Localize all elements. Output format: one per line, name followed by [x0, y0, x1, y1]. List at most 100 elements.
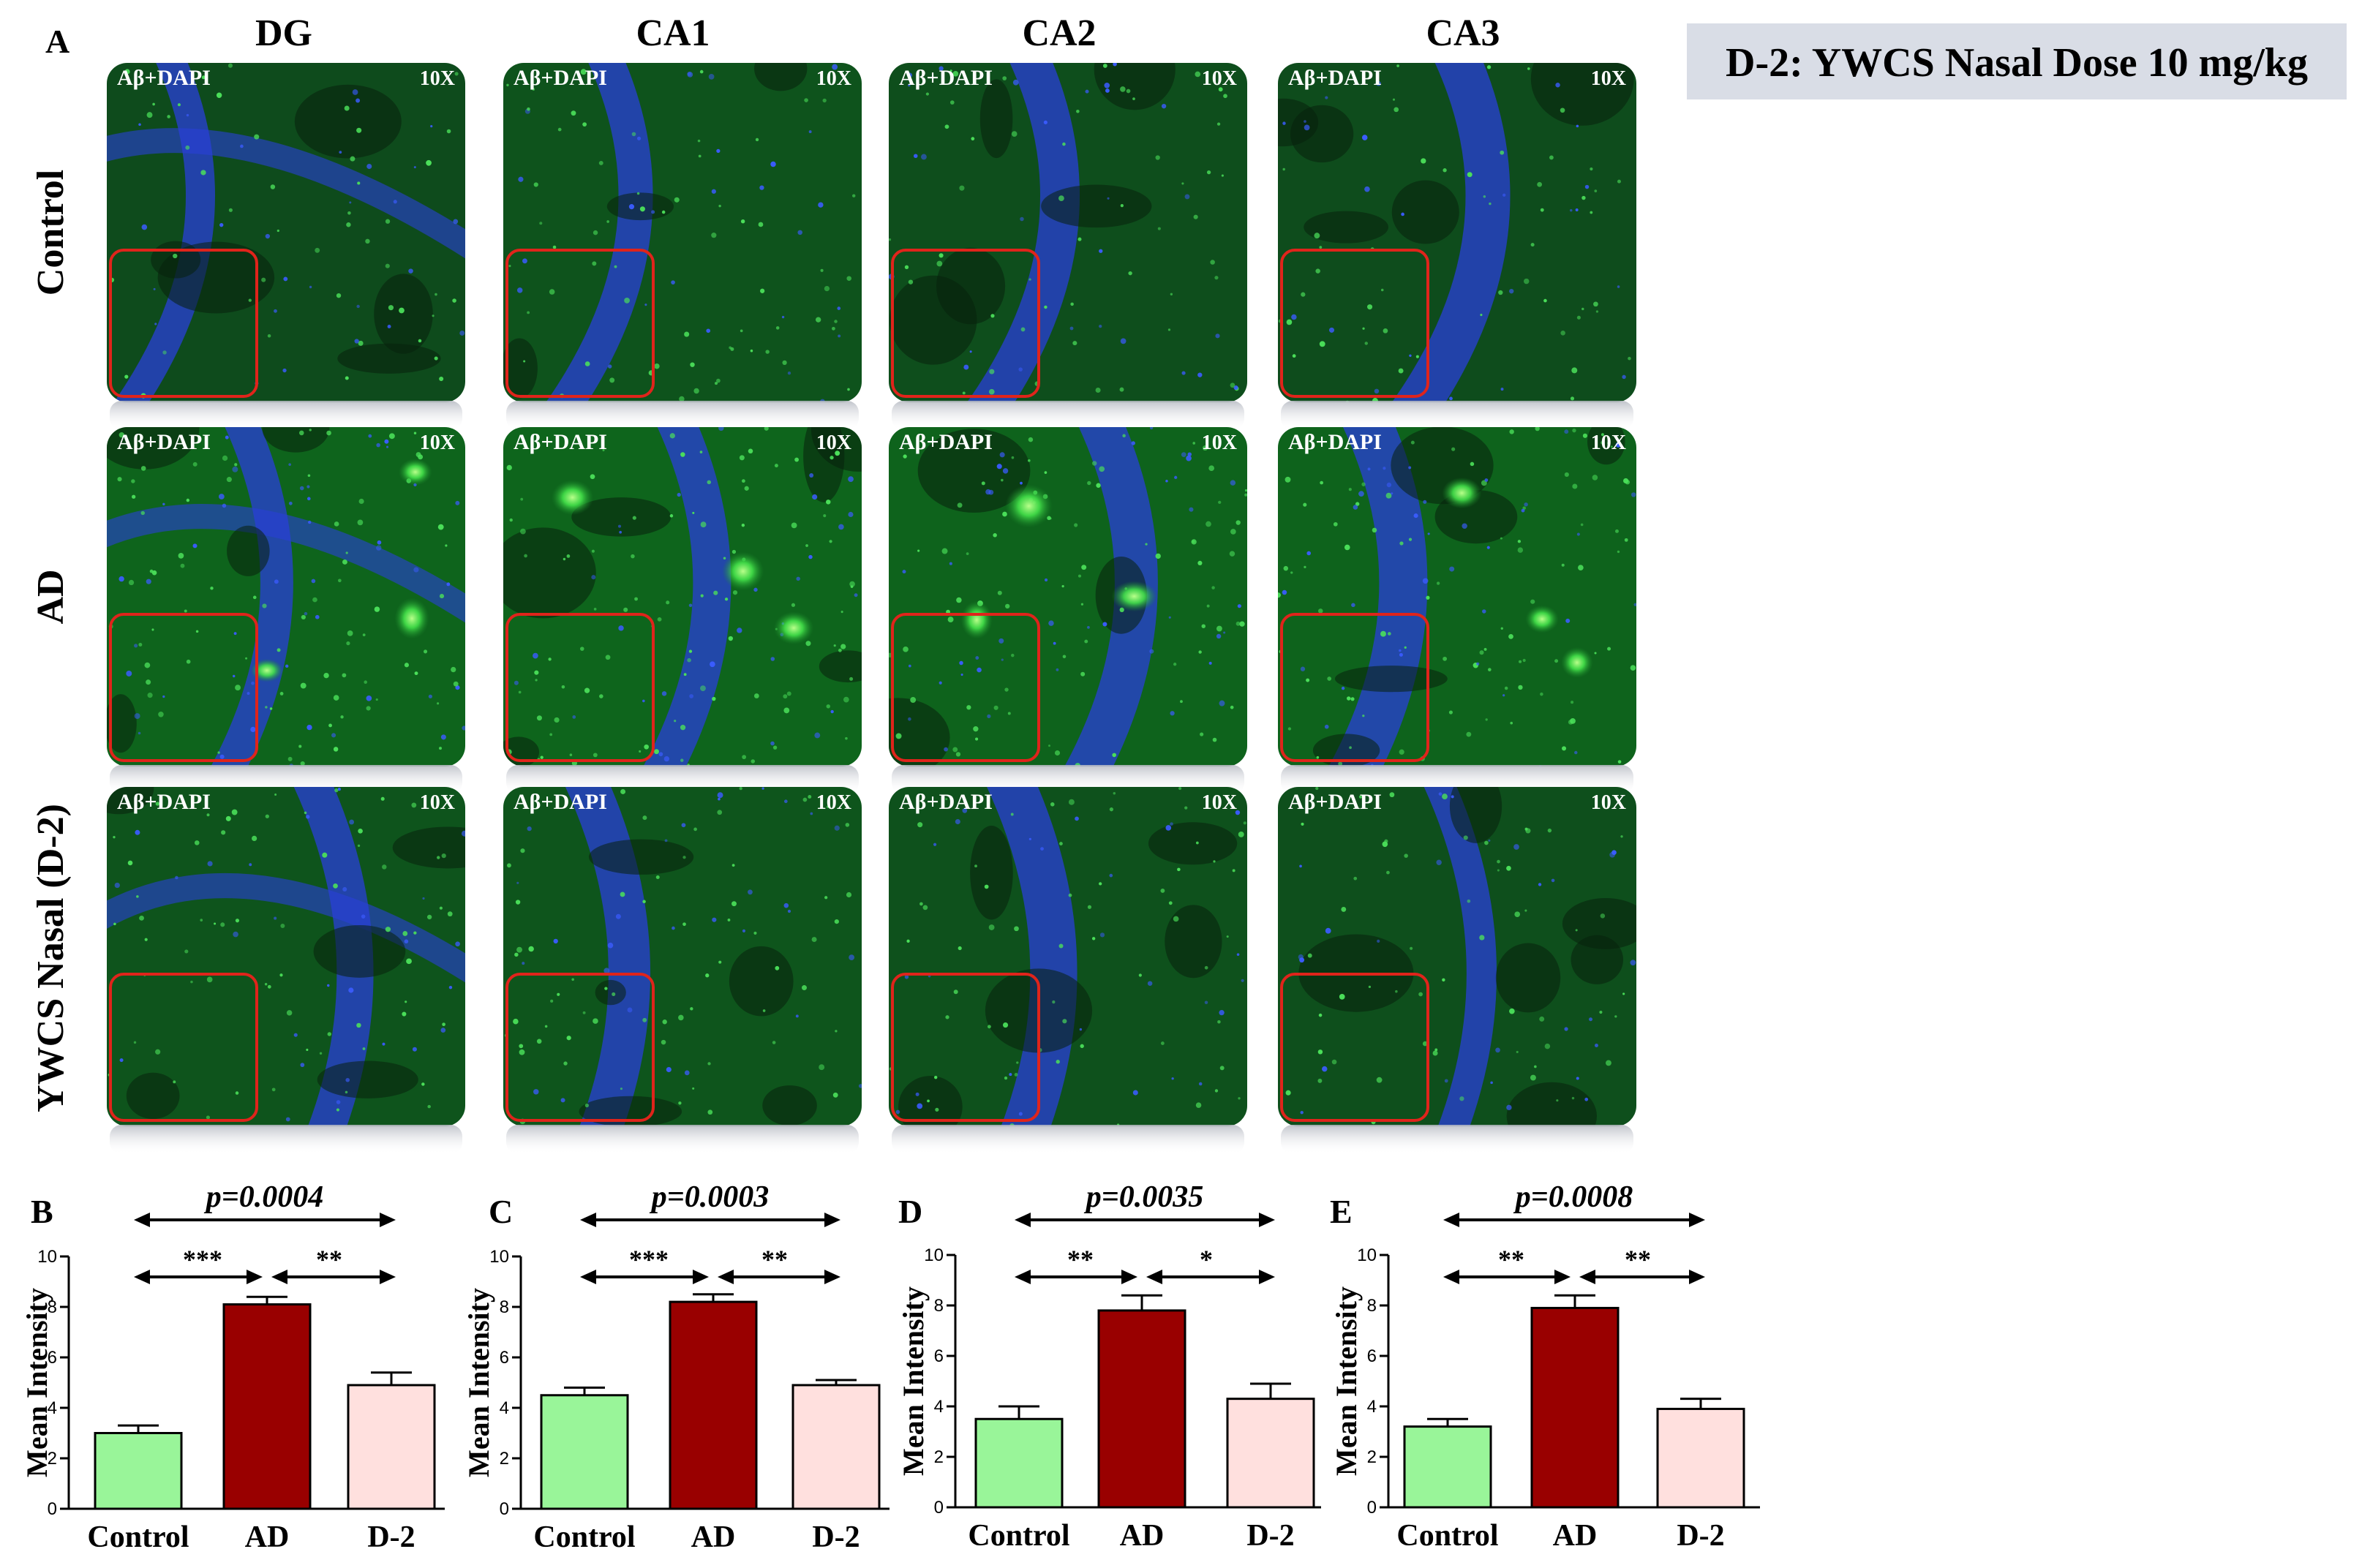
bar-d2	[347, 1384, 436, 1510]
significance-arrow-control-ad	[1015, 1270, 1137, 1284]
significance-arrow-control-ad	[580, 1270, 709, 1284]
column-header-ca2: CA2	[1022, 12, 1096, 54]
image-reflection	[110, 401, 462, 430]
inset-zoom-box	[109, 613, 258, 762]
image-reflection	[506, 401, 859, 430]
dose-banner: D-2: YWCS Nasal Dose 10 mg/kg	[1687, 23, 2347, 99]
stain-label: Aβ+DAPI	[117, 790, 211, 814]
stain-label: Aβ+DAPI	[899, 430, 993, 454]
y-tick-label: 6	[1367, 1346, 1377, 1366]
chart-panel-e: E 0 2 4 6 8 10 Mean Intensity Control AD D-2 p=0.00…	[1330, 1180, 1760, 1553]
bar-d2	[791, 1384, 881, 1510]
y-tick-label: 8	[934, 1296, 944, 1316]
bar-ad	[1097, 1309, 1186, 1509]
column-header-ca3: CA3	[1426, 12, 1500, 54]
category-label-ad: AD	[691, 1520, 736, 1554]
micrograph-ad-ca1: Aβ+DAPI 10X	[503, 427, 862, 794]
bar-ad	[669, 1300, 758, 1510]
bar-control	[1403, 1425, 1492, 1509]
inset-zoom-box	[505, 613, 655, 762]
category-label-ad: AD	[1553, 1519, 1598, 1553]
y-tick-label: 8	[1367, 1296, 1377, 1316]
dose-banner-text: D-2: YWCS Nasal Dose 10 mg/kg	[1726, 40, 2308, 86]
significance-arrow-ad-d2	[718, 1270, 840, 1284]
significance-arrow-control-d2	[1443, 1213, 1705, 1227]
y-tick-label: 2	[500, 1449, 509, 1469]
significance-label-right: **	[1625, 1245, 1651, 1274]
image-reflection	[892, 401, 1244, 430]
stain-label: Aβ+DAPI	[514, 790, 607, 814]
micrograph-ad-ca3: Aβ+DAPI 10X	[1278, 427, 1636, 794]
significance-arrow-control-d2	[1015, 1213, 1275, 1227]
inset-zoom-box	[1280, 613, 1429, 762]
micrograph-ad-ca2: Aβ+DAPI 10X	[889, 427, 1247, 794]
category-label-control: Control	[1396, 1519, 1498, 1553]
column-header-ca1: CA1	[636, 12, 710, 54]
magnification-label: 10X	[1202, 791, 1237, 814]
category-label-d2: D-2	[1246, 1519, 1294, 1553]
significance-label-left: ***	[183, 1245, 222, 1274]
chart-panel-b: B 0 2 4 6 8 10 Mean Intensity Control AD D-2 p=0.00…	[20, 1180, 445, 1554]
micrograph-ywcs-nasal-dg: Aβ+DAPI 10X	[107, 787, 465, 1154]
stain-label: Aβ+DAPI	[1288, 790, 1382, 814]
y-tick-label: 6	[500, 1348, 509, 1368]
y-axis-label: Mean Intensity	[462, 1288, 495, 1477]
y-tick-label: 4	[48, 1398, 57, 1418]
inset-zoom-box	[891, 249, 1040, 398]
row-headers: Control AD YWCS Nasal (D-2)	[30, 170, 72, 1112]
stain-label: Aβ+DAPI	[1288, 66, 1382, 90]
y-tick-label: 2	[1367, 1447, 1377, 1467]
y-tick-label: 4	[1367, 1397, 1377, 1417]
magnification-label: 10X	[1591, 431, 1626, 454]
magnification-label: 10X	[1591, 67, 1626, 90]
y-tick-label: 8	[500, 1297, 509, 1317]
magnification-label: 10X	[420, 67, 455, 90]
bar-charts: B 0 2 4 6 8 10 Mean Intensity Control AD D-2 p=0.00…	[20, 1180, 1760, 1554]
image-reflection	[1281, 401, 1633, 430]
y-axis-label: Mean Intensity	[20, 1288, 53, 1477]
significance-arrow-control-d2	[580, 1213, 840, 1227]
significance-arrow-ad-d2	[1579, 1270, 1705, 1284]
bar-control	[540, 1394, 629, 1510]
image-reflection	[506, 1125, 859, 1154]
panel-a-label: A	[45, 23, 69, 60]
column-header-dg: DG	[255, 12, 312, 54]
y-tick-label: 10	[1357, 1245, 1377, 1265]
inset-zoom-box	[109, 973, 258, 1122]
magnification-label: 10X	[816, 67, 851, 90]
micrograph-control-ca1: Aβ+DAPI 10X	[503, 63, 862, 430]
category-label-control: Control	[968, 1519, 1069, 1553]
magnification-label: 10X	[816, 791, 851, 814]
y-tick-label: 6	[48, 1348, 57, 1368]
panel-letter: E	[1330, 1193, 1353, 1230]
inset-zoom-box	[505, 973, 655, 1122]
row-header-control: Control	[30, 170, 72, 295]
inset-zoom-box	[505, 249, 655, 398]
p-value-label: p=0.0035	[1084, 1180, 1203, 1214]
category-label-control: Control	[533, 1520, 635, 1554]
category-label-d2: D-2	[367, 1520, 415, 1554]
y-tick-label: 0	[500, 1499, 509, 1519]
significance-arrow-ad-d2	[271, 1270, 396, 1284]
image-reflection	[110, 1125, 462, 1154]
stain-label: Aβ+DAPI	[117, 430, 211, 454]
y-tick-label: 2	[934, 1447, 944, 1467]
significance-arrow-control-ad	[1443, 1270, 1571, 1284]
panel-letter: D	[898, 1193, 922, 1230]
row-header-ad: AD	[30, 569, 72, 624]
category-label-ad: AD	[1120, 1519, 1165, 1553]
micrograph-ywcs-nasal-ca3: Aβ+DAPI 10X	[1278, 787, 1636, 1154]
significance-arrow-ad-d2	[1146, 1270, 1275, 1284]
y-tick-label: 0	[1367, 1498, 1377, 1518]
bar-ad	[222, 1303, 312, 1510]
y-tick-label: 0	[48, 1499, 57, 1519]
bar-control	[94, 1432, 183, 1510]
y-tick-label: 2	[48, 1449, 57, 1469]
significance-arrow-control-d2	[134, 1213, 396, 1227]
category-label-d2: D-2	[1677, 1519, 1724, 1553]
magnification-label: 10X	[420, 791, 455, 814]
y-tick-label: 10	[489, 1247, 509, 1267]
p-value-label: p=0.0008	[1513, 1180, 1633, 1214]
image-reflection	[1281, 1125, 1633, 1154]
